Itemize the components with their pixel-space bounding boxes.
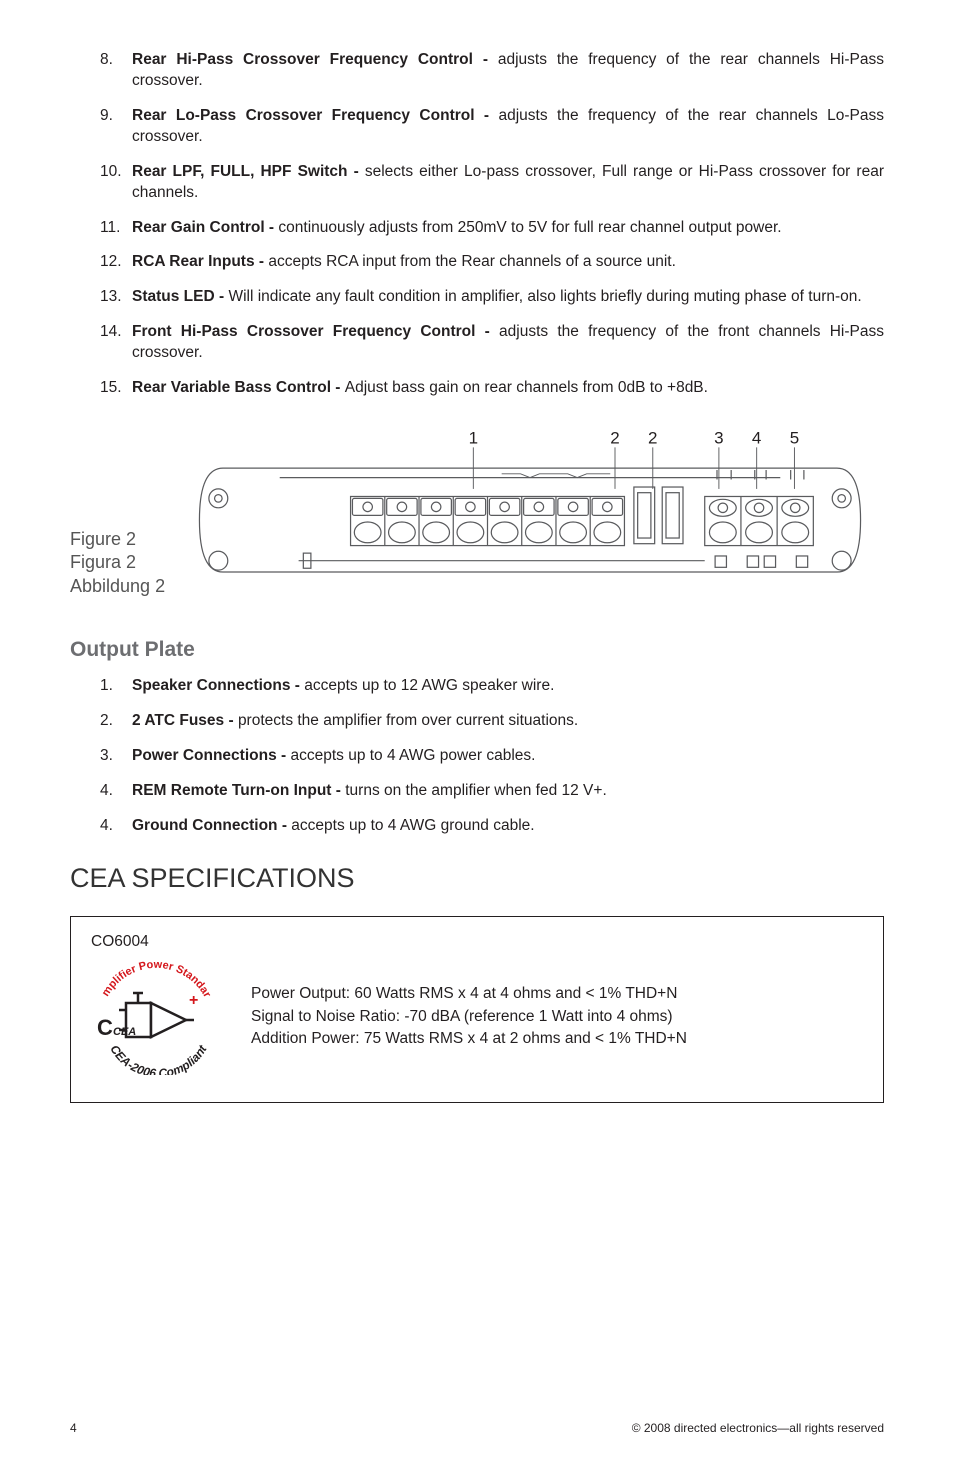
list-item: 13.Status LED - Will indicate any fault … xyxy=(100,287,884,308)
list-number: 3. xyxy=(100,746,132,767)
list-number: 2. xyxy=(100,711,132,732)
spec-text-block: Power Output: 60 Watts RMS x 4 at 4 ohms… xyxy=(251,983,687,1050)
list-body: Front Hi-Pass Crossover Frequency Contro… xyxy=(132,322,884,364)
output-plate-list: 1.Speaker Connections - accepts up to 12… xyxy=(70,676,884,837)
list-item-label: Rear LPF, FULL, HPF Switch - xyxy=(132,163,365,180)
list-body: Rear LPF, FULL, HPF Switch - selects eit… xyxy=(132,162,884,204)
list-body: REM Remote Turn-on Input - turns on the … xyxy=(132,781,884,802)
svg-text:CEA-2006 Compliant: CEA-2006 Compliant xyxy=(107,1042,210,1075)
cea-specifications-heading: CEA SPECIFICATIONS xyxy=(70,863,884,894)
list-body: Speaker Connections - accepts up to 12 A… xyxy=(132,676,884,697)
list-item-description: accepts RCA input from the Rear channels… xyxy=(268,253,676,270)
list-item: 12.RCA Rear Inputs - accepts RCA input f… xyxy=(100,252,884,273)
list-body: 2 ATC Fuses - protects the amplifier fro… xyxy=(132,711,884,732)
list-item-description: protects the amplifier from over current… xyxy=(238,712,578,729)
list-number: 8. xyxy=(100,50,132,92)
output-plate-heading: Output Plate xyxy=(70,638,884,662)
list-number: 9. xyxy=(100,106,132,148)
list-item: 15.Rear Variable Bass Control - Adjust b… xyxy=(100,378,884,399)
list-item-label: Status LED - xyxy=(132,288,228,305)
list-body: Rear Gain Control - continuously adjusts… xyxy=(132,218,884,239)
list-item-label: Rear Lo-Pass Crossover Frequency Control… xyxy=(132,107,499,124)
list-item-label: 2 ATC Fuses - xyxy=(132,712,238,729)
list-body: Rear Variable Bass Control - Adjust bass… xyxy=(132,378,884,399)
list-number: 10. xyxy=(100,162,132,204)
copyright-text: © 2008 directed electronics—all rights r… xyxy=(632,1421,884,1435)
list-item: 9.Rear Lo-Pass Crossover Frequency Contr… xyxy=(100,106,884,148)
list-item-description: accepts up to 4 AWG ground cable. xyxy=(291,817,534,834)
list-item: 4.Ground Connection - accepts up to 4 AW… xyxy=(100,816,884,837)
figure-label-1: Figure 2 xyxy=(70,528,190,551)
figure-label-2: Figura 2 xyxy=(70,551,190,574)
spec-line-1: Power Output: 60 Watts RMS x 4 at 4 ohms… xyxy=(251,983,687,1005)
list-item: 4.REM Remote Turn-on Input - turns on th… xyxy=(100,781,884,802)
list-item-label: Rear Gain Control - xyxy=(132,219,278,236)
list-number: 4. xyxy=(100,781,132,802)
spec-model: CO6004 xyxy=(91,933,863,951)
list-item-label: Front Hi-Pass Crossover Frequency Contro… xyxy=(132,323,499,340)
list-item-label: Ground Connection - xyxy=(132,817,291,834)
list-body: Rear Hi-Pass Crossover Frequency Control… xyxy=(132,50,884,92)
svg-text:4: 4 xyxy=(752,429,761,448)
list-item-description: Will indicate any fault condition in amp… xyxy=(228,288,861,305)
figure-label-group: Figure 2 Figura 2 Abbildung 2 xyxy=(70,528,190,598)
list-number: 1. xyxy=(100,676,132,697)
list-item-label: REM Remote Turn-on Input - xyxy=(132,782,345,799)
list-item: 3.Power Connections - accepts up to 4 AW… xyxy=(100,746,884,767)
svg-text:2: 2 xyxy=(648,429,657,448)
list-number: 15. xyxy=(100,378,132,399)
list-body: Power Connections - accepts up to 4 AWG … xyxy=(132,746,884,767)
spec-line-2: Signal to Noise Ratio: -70 dBA (referenc… xyxy=(251,1006,687,1028)
cea-badge: Amplifier Power StandardCEA-2006 Complia… xyxy=(91,955,221,1080)
svg-text:C: C xyxy=(97,1015,113,1040)
list-number: 13. xyxy=(100,287,132,308)
list-item-description: accepts up to 12 AWG speaker wire. xyxy=(304,677,554,694)
svg-text:CEA: CEA xyxy=(113,1026,136,1038)
list-body: RCA Rear Inputs - accepts RCA input from… xyxy=(132,252,884,273)
spec-line-3: Addition Power: 75 Watts RMS x 4 at 2 oh… xyxy=(251,1028,687,1050)
list-number: 11. xyxy=(100,218,132,239)
list-body: Ground Connection - accepts up to 4 AWG … xyxy=(132,816,884,837)
list-item: 1.Speaker Connections - accepts up to 12… xyxy=(100,676,884,697)
page-footer: 4 © 2008 directed electronics—all rights… xyxy=(70,1421,884,1435)
list-body: Rear Lo-Pass Crossover Frequency Control… xyxy=(132,106,884,148)
list-item-label: Rear Hi-Pass Crossover Frequency Control… xyxy=(132,51,498,68)
list-item-description: turns on the amplifier when fed 12 V+. xyxy=(345,782,607,799)
list-item: 14.Front Hi-Pass Crossover Frequency Con… xyxy=(100,322,884,364)
svg-text:3: 3 xyxy=(714,429,723,448)
list-item: 2. 2 ATC Fuses - protects the amplifier … xyxy=(100,711,884,732)
list-number: 12. xyxy=(100,252,132,273)
list-item: 10.Rear LPF, FULL, HPF Switch - selects … xyxy=(100,162,884,204)
figure-row: Figure 2 Figura 2 Abbildung 2 1 2 2 3 4 5 xyxy=(70,427,884,604)
list-item-label: RCA Rear Inputs - xyxy=(132,253,268,270)
list-item-label: Power Connections - xyxy=(132,747,290,764)
list-item: 8.Rear Hi-Pass Crossover Frequency Contr… xyxy=(100,50,884,92)
list-item-label: Rear Variable Bass Control - xyxy=(132,379,345,396)
output-plate-diagram: 1 2 2 3 4 5 xyxy=(190,427,884,604)
svg-text:+: + xyxy=(189,992,198,1009)
list-item-description: accepts up to 4 AWG power cables. xyxy=(290,747,535,764)
list-number: 14. xyxy=(100,322,132,364)
list-number: 4. xyxy=(100,816,132,837)
page-number: 4 xyxy=(70,1421,77,1435)
spec-box: CO6004 Amplifier Power StandardCEA-2006 … xyxy=(70,916,884,1103)
feature-list-top: 8.Rear Hi-Pass Crossover Frequency Contr… xyxy=(70,50,884,399)
list-item-description: Adjust bass gain on rear channels from 0… xyxy=(345,379,708,396)
list-body: Status LED - Will indicate any fault con… xyxy=(132,287,884,308)
list-item: 11.Rear Gain Control - continuously adju… xyxy=(100,218,884,239)
list-item-label: Speaker Connections - xyxy=(132,677,304,694)
svg-text:2: 2 xyxy=(610,429,619,448)
list-item-description: continuously adjusts from 250mV to 5V fo… xyxy=(278,219,781,236)
figure-label-3: Abbildung 2 xyxy=(70,575,190,598)
svg-text:5: 5 xyxy=(790,429,799,448)
svg-text:1: 1 xyxy=(469,429,478,448)
